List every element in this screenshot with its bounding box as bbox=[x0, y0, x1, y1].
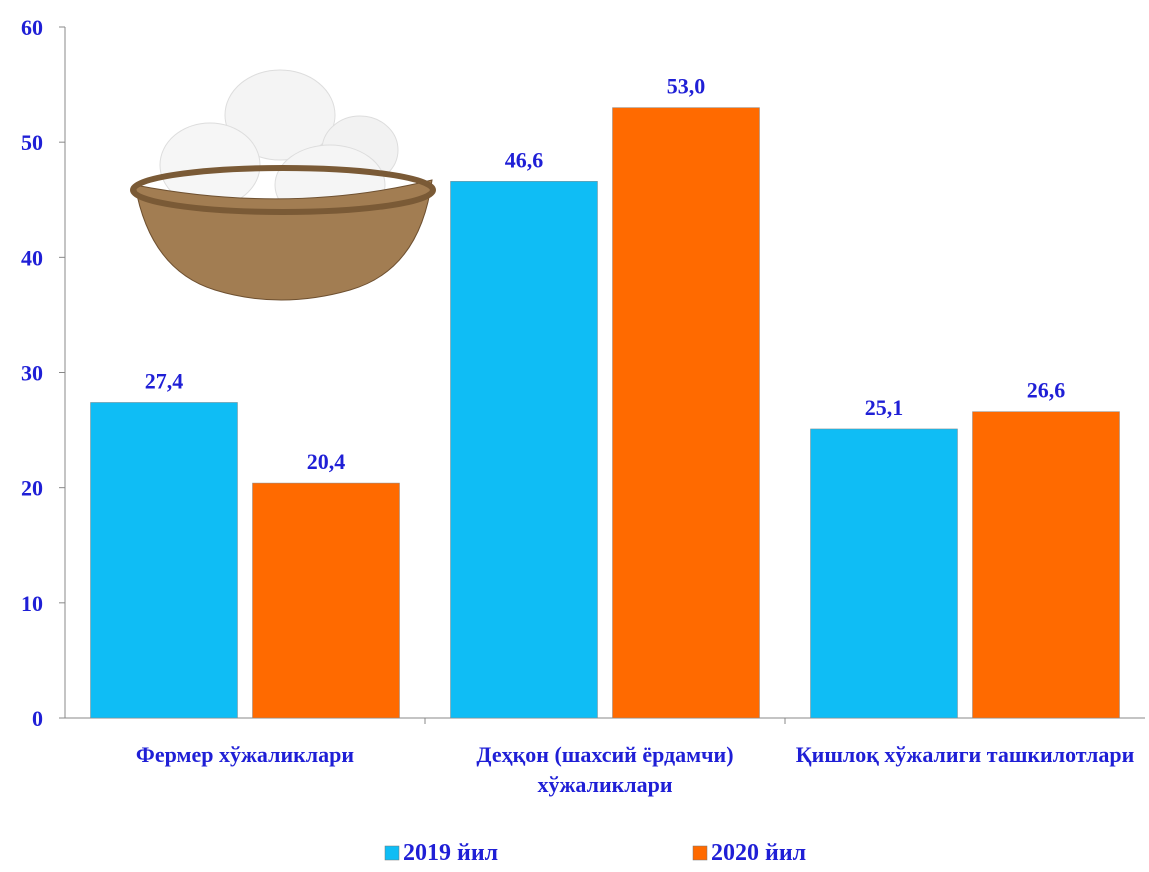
y-tick-label: 10 bbox=[21, 591, 43, 616]
bar bbox=[252, 482, 400, 719]
y-tick-label: 0 bbox=[32, 706, 43, 731]
bar bbox=[972, 411, 1120, 719]
y-tick-label: 40 bbox=[21, 245, 43, 270]
y-tick-label: 20 bbox=[21, 476, 43, 501]
legend-swatch bbox=[384, 845, 400, 861]
bar bbox=[450, 181, 598, 719]
data-label: 26,6 bbox=[1027, 378, 1066, 403]
y-tick-label: 30 bbox=[21, 361, 43, 386]
bar bbox=[810, 428, 958, 719]
x-tick-label: Деҳқон (шахсий ёрдамчи) хўжаликлари bbox=[476, 742, 734, 797]
data-label: 20,4 bbox=[307, 449, 346, 474]
data-label: 46,6 bbox=[505, 147, 544, 172]
legend-label: 2020 йил bbox=[711, 840, 806, 866]
data-label: 25,1 bbox=[865, 395, 904, 420]
y-tick-label: 60 bbox=[21, 15, 43, 40]
legend-swatch bbox=[692, 845, 708, 861]
bar bbox=[612, 107, 760, 719]
x-tick-label: Фермер хўжаликлари bbox=[135, 742, 355, 767]
y-tick-label: 50 bbox=[21, 130, 43, 155]
x-tick-label: Қишлоқ хўжалиги ташкилотлари bbox=[795, 742, 1135, 767]
data-label: 53,0 bbox=[667, 74, 706, 99]
egg-basket bbox=[130, 69, 436, 301]
bar bbox=[90, 402, 238, 719]
legend-label: 2019 йил bbox=[403, 840, 498, 866]
data-label: 27,4 bbox=[145, 368, 184, 393]
